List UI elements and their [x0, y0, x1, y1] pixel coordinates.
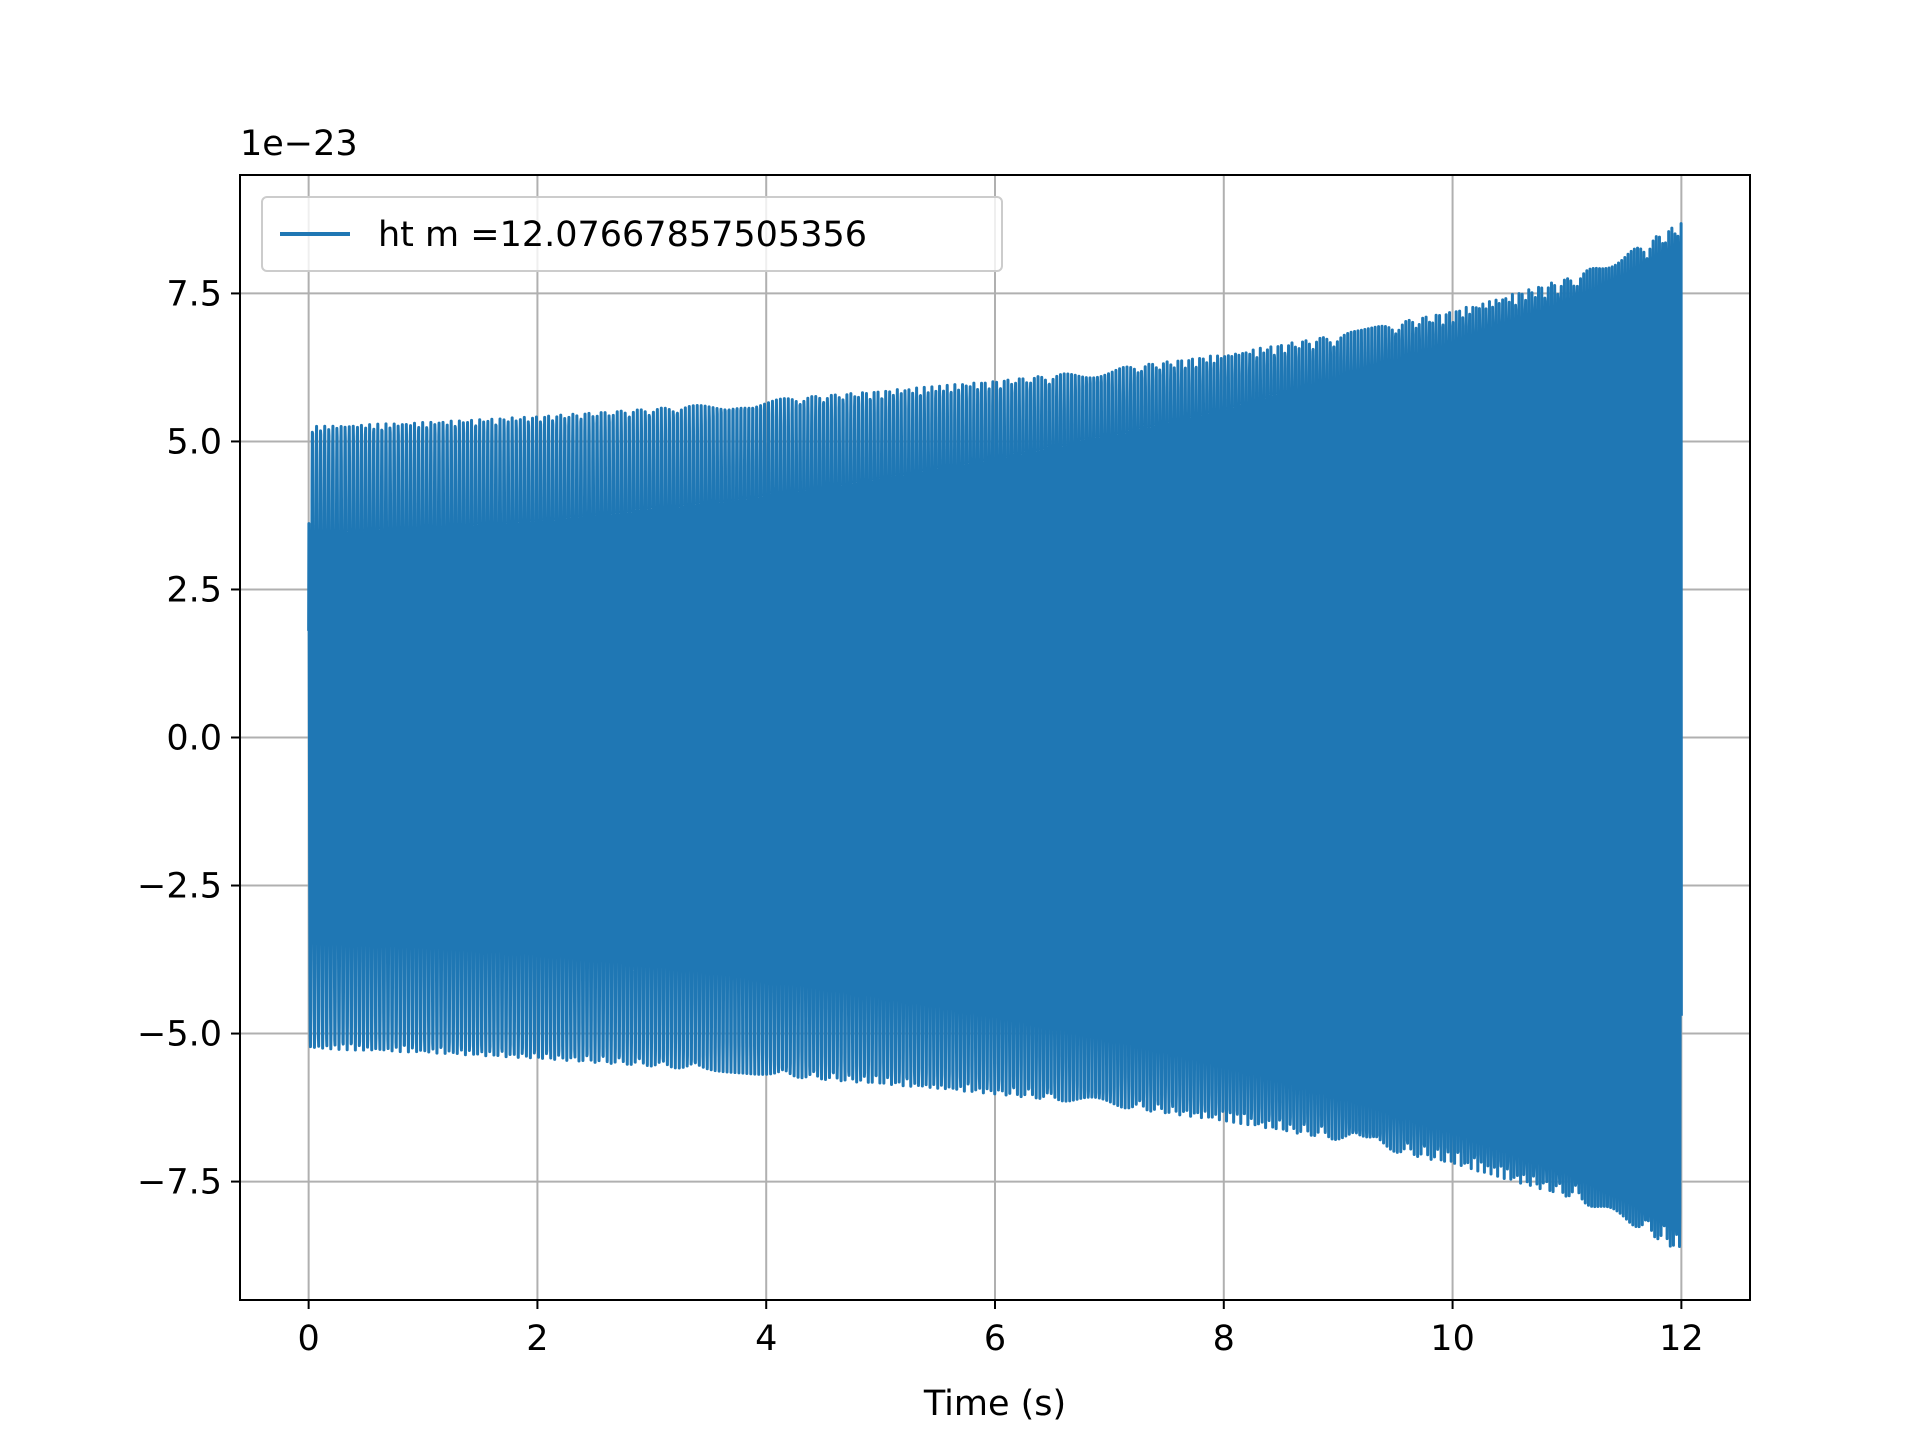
y-tick-label: 2.5 — [166, 570, 222, 610]
y-tick-label: −7.5 — [137, 1163, 222, 1203]
ticks: 0 2 4 6 8 10 12 −7.5 −5.0 −2.5 0.0 2.5 5.0 7.5 — [137, 274, 1704, 1359]
x-tick-label: 4 — [755, 1319, 777, 1359]
series-layer — [307, 222, 1683, 1248]
y-tick-label: 7.5 — [166, 274, 222, 314]
x-tick-label: 10 — [1430, 1319, 1475, 1359]
y-tick-label: 5.0 — [166, 422, 222, 462]
x-tick-label: 8 — [1213, 1319, 1235, 1359]
y-tick-label: −5.0 — [137, 1015, 222, 1055]
legend-box — [261, 196, 1003, 272]
x-tick-label: 12 — [1659, 1319, 1704, 1359]
x-tick-label: 2 — [526, 1319, 548, 1359]
y-tick-label: 0.0 — [166, 719, 222, 759]
y-offset-text: 1e−23 — [240, 124, 358, 164]
legend: ht m =12.07667857505356 — [261, 196, 1003, 272]
x-axis-label: Time (s) — [923, 1384, 1066, 1424]
x-tick-label: 0 — [297, 1319, 319, 1359]
legend-label: ht m =12.07667857505356 — [378, 215, 867, 255]
series-line — [307, 222, 1683, 1248]
x-tick-label: 6 — [984, 1319, 1006, 1359]
y-tick-label: −2.5 — [137, 867, 222, 907]
